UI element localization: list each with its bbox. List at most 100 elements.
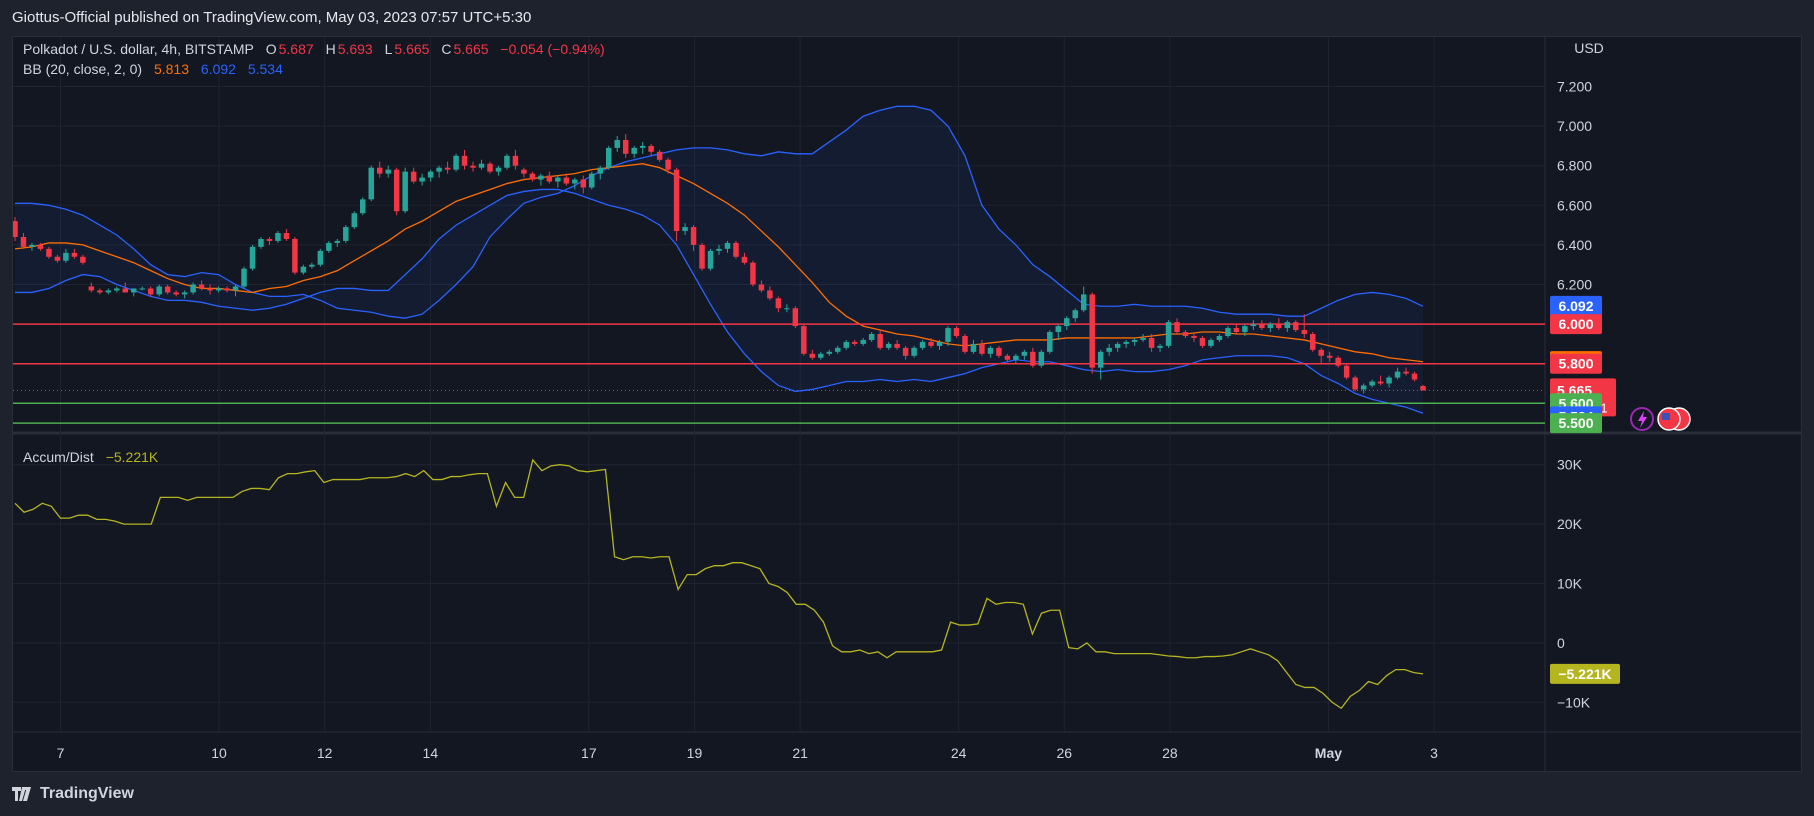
ad-tick-label: −10K xyxy=(1557,694,1591,710)
candle-body xyxy=(605,147,612,168)
price-chart[interactable]: 7 10 12 14 17 19 21 24 26 28 May 3 USD 7.200 7.000 6.80… xyxy=(13,37,1801,771)
candle-body xyxy=(716,248,722,251)
candle-body xyxy=(224,288,230,291)
candle-body xyxy=(758,284,765,291)
candle-body xyxy=(572,179,578,184)
candle-body xyxy=(546,175,553,182)
candle-body xyxy=(427,171,434,178)
candle-body xyxy=(1233,328,1240,333)
price-tick-label: 7.200 xyxy=(1557,79,1592,95)
candle-body xyxy=(13,221,18,237)
candle-body xyxy=(826,351,833,354)
candle-body xyxy=(614,139,620,148)
lightning-bolt-icon xyxy=(1638,411,1647,428)
candle-body xyxy=(360,199,366,214)
candle-body xyxy=(1386,377,1392,384)
candle-body xyxy=(1335,357,1341,366)
time-tick-label: 26 xyxy=(1056,745,1072,761)
candle-body xyxy=(343,227,349,241)
candle-body xyxy=(504,155,510,168)
time-tick-label: 7 xyxy=(57,745,65,761)
candle-body xyxy=(512,155,519,166)
candle-body xyxy=(1377,381,1384,384)
close-value: 5.665 xyxy=(453,41,489,57)
candle-body xyxy=(351,213,358,228)
candle-body xyxy=(29,244,35,247)
currency-label: USD xyxy=(1574,40,1604,56)
bb-legend: BB (20, close, 2, 0) 5.813 6.092 5.534 xyxy=(23,61,285,77)
candle-body xyxy=(775,298,782,309)
candle-body xyxy=(1174,322,1180,333)
candle-body xyxy=(656,151,663,160)
candle-body xyxy=(1038,351,1045,366)
candle-body xyxy=(139,288,145,290)
candle-body xyxy=(953,328,960,336)
candle-body xyxy=(1131,339,1138,342)
bb-upper-tag: 6.092 xyxy=(1558,298,1593,314)
candle-body xyxy=(147,288,154,295)
candle-body xyxy=(1004,355,1011,360)
candle-body xyxy=(631,147,637,154)
candle-body xyxy=(1411,373,1418,380)
candle-body xyxy=(724,242,731,249)
high-label: H xyxy=(325,41,336,57)
time-tick-label: 21 xyxy=(792,745,808,761)
level-5500-tag-bg xyxy=(1550,413,1602,434)
candle-body xyxy=(818,353,824,358)
ad-last-tag: −5.221K xyxy=(1558,666,1611,682)
time-tick-label: May xyxy=(1315,745,1342,761)
candle-body xyxy=(1072,310,1078,319)
candle-body xyxy=(945,328,951,342)
candle-body xyxy=(673,169,680,232)
candle-body xyxy=(589,173,595,188)
candle-body xyxy=(1140,337,1146,340)
candle-body xyxy=(835,347,841,352)
change-value: −0.054 (−0.94%) xyxy=(500,41,605,57)
candle-body xyxy=(376,167,383,174)
candle-body xyxy=(300,266,307,273)
candle-body xyxy=(368,167,374,200)
candle-body xyxy=(1157,345,1163,348)
candle-body xyxy=(173,292,179,295)
bb-lower-value: 5.534 xyxy=(247,61,283,77)
candle-body xyxy=(792,308,799,327)
candle-body xyxy=(639,145,646,148)
time-tick-label: 10 xyxy=(211,745,227,761)
candle-body xyxy=(215,288,222,291)
ad-tick-label: 30K xyxy=(1557,457,1583,473)
candle-body xyxy=(996,347,1002,356)
candle-body xyxy=(1343,365,1350,378)
candle-body xyxy=(1055,326,1062,333)
candle-body xyxy=(20,236,27,247)
bb-band-fill xyxy=(15,106,1423,414)
candle-body xyxy=(801,326,807,354)
candle-body xyxy=(266,238,273,241)
candle-body xyxy=(105,290,112,293)
candle-body xyxy=(1199,337,1206,346)
level-5500-tag: 5.500 xyxy=(1558,415,1593,431)
bb-upper-line xyxy=(15,105,1424,319)
brand-name: TradingView xyxy=(40,785,134,802)
candle-body xyxy=(1420,386,1426,391)
ad-label: Accum/Dist xyxy=(23,449,94,465)
candle-body xyxy=(453,155,459,170)
open-value: 5.687 xyxy=(278,41,314,57)
tradingview-logo-icon xyxy=(12,787,31,801)
candle-body xyxy=(419,177,425,182)
lightning-event-icon xyxy=(1630,407,1654,431)
open-label: O xyxy=(265,41,277,57)
candle-body xyxy=(326,242,332,251)
footer-brand[interactable]: TradingView xyxy=(12,782,134,806)
candle-body xyxy=(784,308,790,310)
candle-body xyxy=(1301,330,1307,334)
candle-body xyxy=(843,341,849,348)
us-flag-canton-icon xyxy=(1662,413,1670,420)
candle-body xyxy=(911,347,917,356)
level-5800-tag-bg xyxy=(1550,353,1602,374)
candle-body xyxy=(190,284,196,293)
candle-body xyxy=(563,177,570,184)
candle-body xyxy=(707,250,714,269)
high-value: 5.693 xyxy=(337,41,373,57)
candle-body xyxy=(1047,332,1053,352)
chart-frame[interactable]: 7 10 12 14 17 19 21 24 26 28 May 3 USD 7.200 7.000 6.80… xyxy=(12,36,1802,772)
